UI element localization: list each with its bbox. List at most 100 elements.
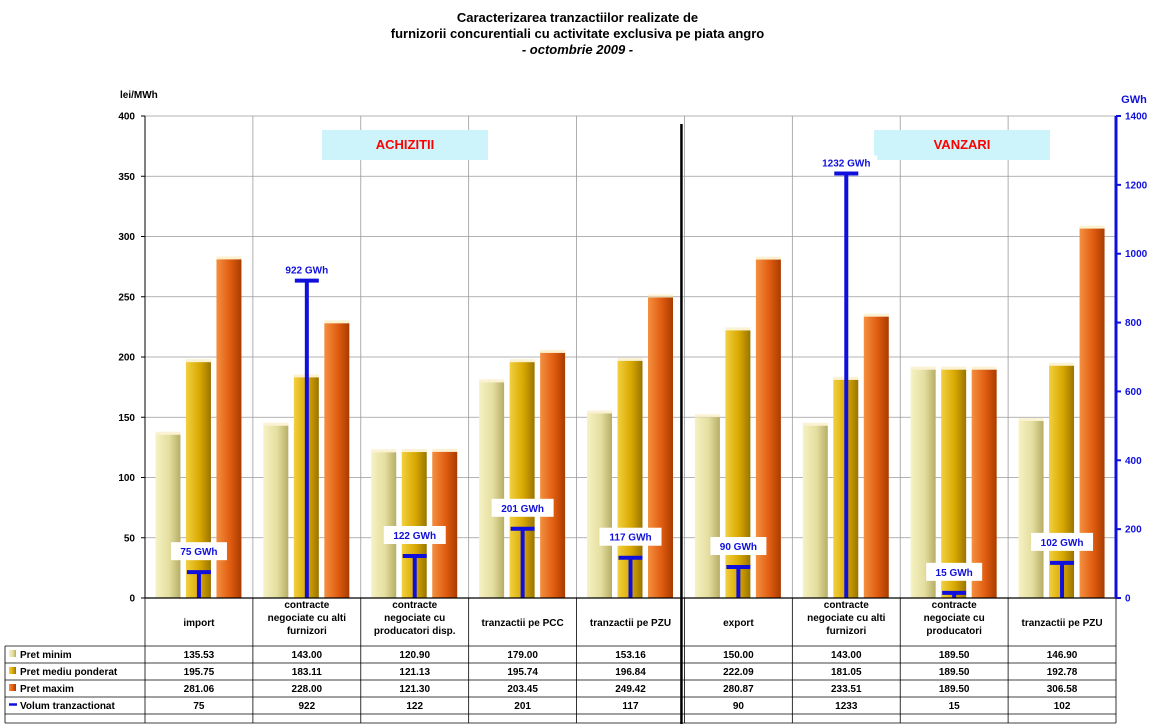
volume-annotation-box (599, 527, 662, 546)
table-cell: 143.00 (831, 650, 862, 661)
bar-0 (910, 369, 936, 598)
bar-top-2 (755, 256, 781, 260)
bar-top-1 (185, 359, 211, 363)
table-cell: 121.13 (399, 667, 430, 678)
table-cell: 233.51 (831, 684, 862, 695)
bar-2 (648, 297, 673, 598)
category-label: negociate cu alti (807, 613, 886, 624)
bar-top-2 (540, 349, 566, 353)
chart-title: Caracterizarea tranzactiilor realizate d… (0, 10, 1155, 58)
bar-top-0 (910, 366, 936, 370)
volume-annotation-box (491, 498, 554, 517)
table-cell: 1233 (835, 701, 858, 712)
y-right-axis-label: GWh (1121, 94, 1147, 106)
section-label: VANZARI (934, 137, 991, 152)
volume-annotation: 90 GWh (720, 542, 757, 553)
table-cell: 203.45 (507, 684, 538, 695)
y-right-tick-label: 400 (1125, 456, 1142, 467)
category-label: producatori (926, 626, 982, 637)
y-left-tick-label: 250 (118, 292, 135, 303)
y-right-tick-label: 1200 (1125, 180, 1148, 191)
table-cell: 102 (1054, 701, 1071, 712)
bar-top-1 (941, 366, 967, 370)
bar-top-1 (401, 449, 427, 453)
bar-0 (1018, 420, 1044, 598)
bar-2 (863, 316, 889, 598)
table-cell: 195.74 (507, 667, 538, 678)
y-left-tick-label: 350 (118, 172, 135, 183)
table-cell: 249.42 (615, 684, 646, 695)
y-left-tick-label: 200 (118, 353, 135, 364)
volume-annotation-box (710, 537, 767, 556)
table-cell: 196.84 (615, 667, 646, 678)
volume-annotation-box (1031, 532, 1094, 551)
bar-0 (694, 417, 720, 598)
table-cell: 306.58 (1047, 684, 1078, 695)
table-cell: 179.00 (507, 650, 538, 661)
category-label: furnizori (287, 626, 327, 637)
legend-label: Pret minim (20, 650, 72, 661)
volume-annotation-box (383, 525, 446, 544)
table-cell: 189.50 (939, 650, 970, 661)
bar-top-2 (432, 448, 458, 452)
legend-label: Pret mediu ponderat (20, 667, 118, 678)
bar-2 (540, 352, 566, 598)
table-cell: 195.75 (184, 667, 215, 678)
bar-0 (802, 425, 828, 598)
y-left-tick-label: 400 (118, 112, 135, 123)
y-left-tick-label: 150 (118, 413, 135, 424)
table-cell: 121.30 (399, 684, 430, 695)
table-cell: 183.11 (292, 667, 322, 678)
table-cell: 922 (298, 701, 315, 712)
section-label-box (322, 130, 488, 160)
bar-top-0 (479, 379, 505, 383)
chart-subtitle: - octombrie 2009 - (521, 42, 634, 57)
y-right-tick-label: 1400 (1125, 112, 1148, 123)
category-label: contracte (824, 600, 869, 611)
bar-top-0 (263, 422, 289, 426)
category-label: negociate cu alti (268, 613, 347, 624)
bar-2 (432, 451, 458, 598)
table-cell: 15 (949, 701, 961, 712)
axes: 0 50 100 150 200 250 300 350 400 0 200 400 600 800 100… (118, 90, 1148, 724)
category-label: tranzactii pe PZU (1021, 618, 1102, 629)
table-cell: 117 (622, 701, 639, 712)
volume-annotation: 122 GWh (393, 531, 436, 542)
table-cell: 153.16 (615, 650, 646, 661)
table-cell: 281.06 (184, 684, 215, 695)
category-label: furnizori (826, 626, 866, 637)
volume-annotation-box (815, 155, 878, 171)
category-label: negociate cu (384, 613, 445, 624)
category-label: tranzactii pe PZU (590, 618, 671, 629)
legend-label: Pret maxim (20, 684, 74, 695)
y-right-tick-label: 200 (1125, 525, 1142, 536)
bar-top-2 (216, 256, 242, 260)
table-cell: 189.50 (939, 667, 970, 678)
bar-top-0 (1018, 417, 1044, 421)
table-cell: 189.50 (939, 684, 970, 695)
data-table: Pret minim 135.53 143.00 120.90 179.00 153.16… (4, 598, 1117, 724)
table-cell: 228.00 (292, 684, 323, 695)
bar-2 (971, 369, 997, 598)
y-left-tick-label: 0 (129, 594, 135, 605)
y-right-tick-label: 600 (1125, 387, 1142, 398)
category-label: export (723, 618, 754, 629)
volume-annotation: 15 GWh (936, 568, 973, 579)
volume-annotation: 75 GWh (180, 547, 217, 558)
table-cell: 90 (733, 701, 745, 712)
bar-0 (479, 382, 505, 598)
category-label: contracte (392, 600, 437, 611)
category-label: import (183, 618, 215, 629)
volume-annotation: 1232 GWh (822, 158, 870, 169)
title-line-2: furnizorii concurentiali cu activitate e… (390, 26, 765, 41)
bar-top-0 (155, 431, 181, 435)
bar-top-1 (725, 327, 751, 331)
table-cell: 146.90 (1047, 650, 1078, 661)
bars: 75 GWh 922 GWh 122 GWh 201 GWh 117 GWh 90 GWh… (155, 155, 1105, 598)
bar-top-0 (587, 410, 612, 414)
bar-top-1 (617, 357, 643, 361)
bar-2 (216, 259, 242, 598)
table-cell: 192.78 (1047, 667, 1078, 678)
table-cell: 150.00 (723, 650, 754, 661)
